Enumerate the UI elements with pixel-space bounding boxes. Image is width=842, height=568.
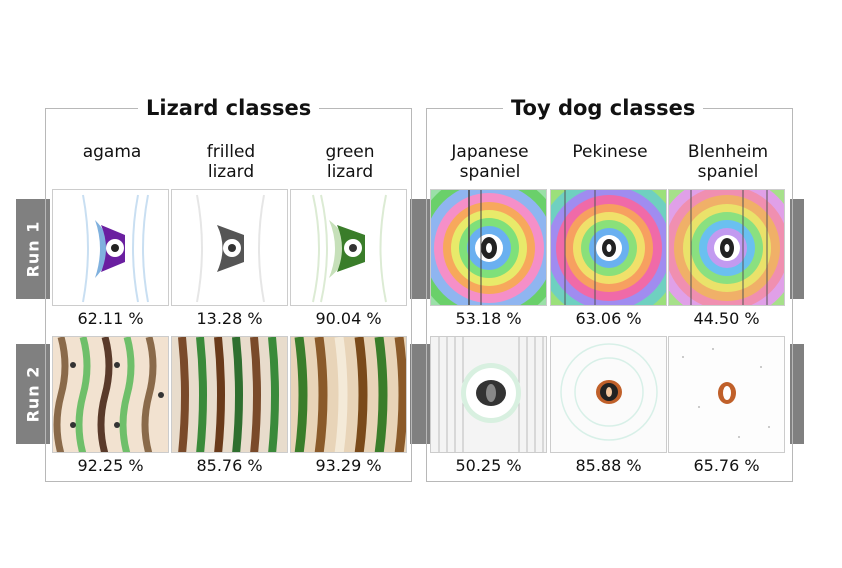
column-label-frilled-lizard: frilled lizard — [206, 142, 256, 182]
run-1-tab: Run 1 — [16, 199, 50, 299]
score-green-lizard-run-1: 90.04 % — [315, 309, 382, 328]
image-blenheim-spaniel-run-2 — [668, 336, 785, 453]
score-agama-run-1: 62.11 % — [77, 309, 144, 328]
column-label-agama: agama — [82, 142, 142, 162]
score-frilled-lizard-run-2: 85.76 % — [196, 456, 263, 475]
image-green-lizard-run-2 — [290, 336, 407, 453]
lizard-panel: Lizard classes — [45, 95, 412, 482]
score-japanese-spaniel-run-2: 50.25 % — [455, 456, 522, 475]
score-pekinese-run-1: 63.06 % — [575, 309, 642, 328]
image-agama-run-1 — [52, 189, 169, 306]
image-frilled-lizard-run-1 — [171, 189, 288, 306]
image-japanese-spaniel-run-2 — [430, 336, 547, 453]
score-frilled-lizard-run-1: 13.28 % — [196, 309, 263, 328]
image-blenheim-spaniel-run-1 — [668, 189, 785, 306]
dog-panel-title: Toy dog classes — [503, 95, 704, 121]
score-blenheim-spaniel-run-1: 44.50 % — [693, 309, 760, 328]
right-stub-run-2 — [790, 344, 804, 444]
score-japanese-spaniel-run-1: 53.18 % — [455, 309, 522, 328]
image-green-lizard-run-1 — [290, 189, 407, 306]
score-pekinese-run-2: 85.88 % — [575, 456, 642, 475]
score-green-lizard-run-2: 93.29 % — [315, 456, 382, 475]
image-pekinese-run-2 — [550, 336, 667, 453]
run-2-tab: Run 2 — [16, 344, 50, 444]
column-label-blenheim-spaniel: Blenheim spaniel — [687, 142, 769, 182]
dog-panel: Toy dog classes — [426, 95, 793, 482]
image-agama-run-2 — [52, 336, 169, 453]
divider-stub-run-2 — [410, 344, 431, 444]
score-blenheim-spaniel-run-2: 65.76 % — [693, 456, 760, 475]
image-pekinese-run-1 — [550, 189, 667, 306]
image-frilled-lizard-run-2 — [171, 336, 288, 453]
column-label-green-lizard: green lizard — [325, 142, 375, 182]
lizard-panel-title: Lizard classes — [138, 95, 320, 121]
run-1-label: Run 1 — [23, 220, 43, 278]
score-agama-run-2: 92.25 % — [77, 456, 144, 475]
divider-stub-run-1 — [410, 199, 431, 299]
image-japanese-spaniel-run-1 — [430, 189, 547, 306]
column-label-pekinese: Pekinese — [572, 142, 648, 162]
right-stub-run-1 — [790, 199, 804, 299]
run-2-label: Run 2 — [23, 365, 43, 423]
column-label-japanese-spaniel: Japanese spaniel — [451, 142, 529, 182]
